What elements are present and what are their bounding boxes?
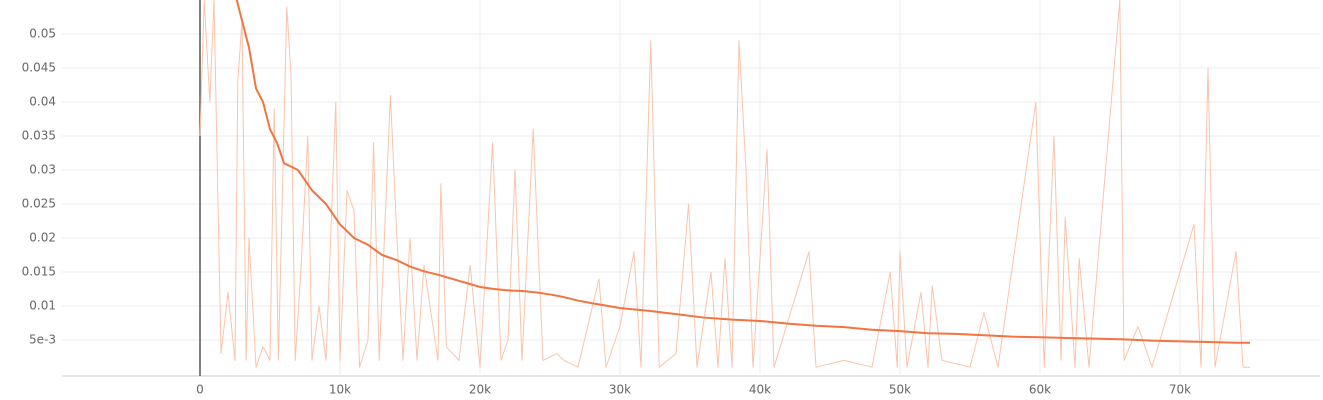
x-tick-label: 50k [889,383,911,397]
x-tick-label: 10k [329,383,351,397]
grid [62,0,1320,376]
x-tick-label: 20k [469,383,491,397]
y-tick-label: 0.04 [29,95,56,109]
y-tick-label: 0.03 [29,163,56,177]
y-tick-label: 0.01 [29,299,56,313]
y-tick-label: 5e-3 [29,333,56,347]
smoothed-line [235,0,1250,344]
x-tick-label: 30k [609,383,631,397]
x-tick-label: 70k [1169,383,1191,397]
x-tick-label: 40k [749,383,771,397]
y-tick-label: 0.015 [22,265,56,279]
plot-area [199,0,1250,368]
raw-line [199,0,1250,368]
y-tick-label: 0.025 [22,197,56,211]
y-tick-label: 0.045 [22,61,56,75]
tick-labels: 5e-3 0.01 0.015 0.02 0.025 0.03 0.035 0.04 0.045… [22,27,1192,397]
y-tick-label: 0.05 [29,27,56,41]
x-tick-label: 60k [1029,383,1051,397]
y-tick-label: 0.02 [29,231,56,245]
x-tick-label: 0 [196,383,204,397]
y-tick-label: 0.035 [22,129,56,143]
